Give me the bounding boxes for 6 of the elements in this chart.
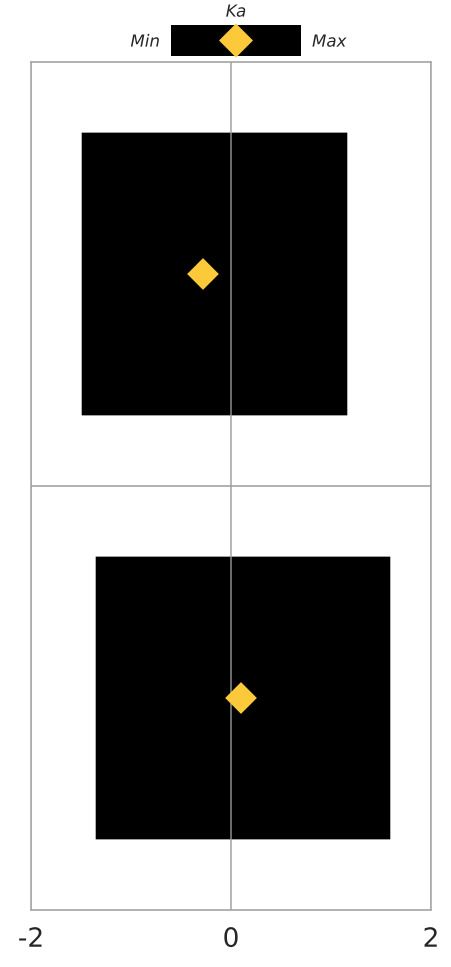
text: Min (130, 34, 159, 47)
x-tick-label: 0 (224, 927, 238, 948)
text: Max (312, 34, 347, 47)
x-tick-label: 2 (424, 927, 437, 947)
text: Ka (226, 4, 246, 17)
x-tick-label: -2 (19, 927, 42, 947)
